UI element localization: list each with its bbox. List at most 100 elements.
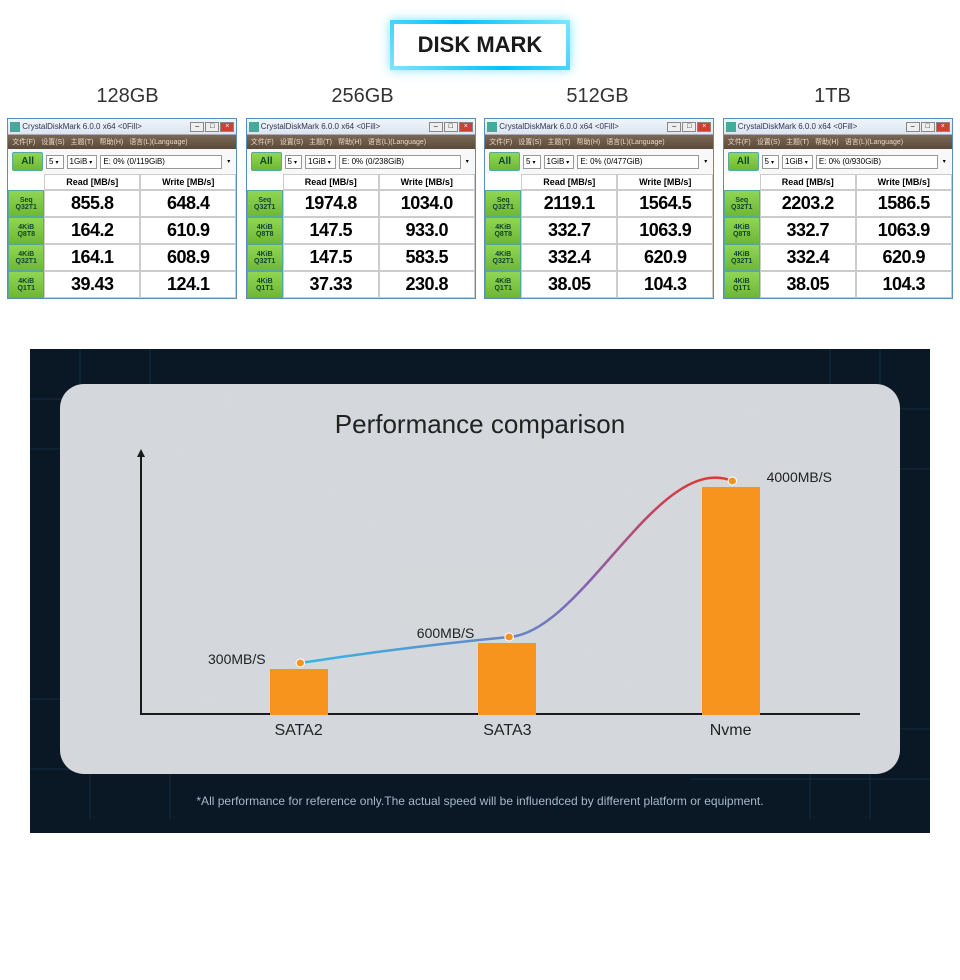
write-value: 608.9 — [140, 244, 236, 271]
benchmark-row: 4KiBQ1T1 38.05 104.3 — [724, 271, 952, 298]
app-icon — [249, 122, 259, 132]
benchmark-row: 4KiBQ32T1 147.5 583.5 — [247, 244, 475, 271]
test-type-button[interactable]: 4KiBQ32T1 — [724, 244, 760, 271]
menu-item[interactable]: 文件(F) — [489, 137, 512, 147]
size-select[interactable]: 1GiB▾ — [544, 155, 575, 169]
menu-item[interactable]: 语言(L)(Language) — [606, 137, 664, 147]
read-value: 1974.8 — [283, 190, 379, 217]
close-button[interactable]: × — [459, 122, 473, 132]
minimize-button[interactable]: – — [429, 122, 443, 132]
maximize-button[interactable]: □ — [444, 122, 458, 132]
test-type-button[interactable]: 4KiBQ1T1 — [247, 271, 283, 298]
menu-item[interactable]: 主题(T) — [309, 137, 332, 147]
menu-item[interactable]: 文件(F) — [12, 137, 35, 147]
dropdown-arrow-icon[interactable]: ▾ — [225, 158, 232, 165]
test-type-button[interactable]: 4KiBQ8T8 — [8, 217, 44, 244]
menu-item[interactable]: 语言(L)(Language) — [845, 137, 903, 147]
app-icon — [487, 122, 497, 132]
column-headers: Read [MB/s] Write [MB/s] — [8, 174, 236, 190]
read-header: Read [MB/s] — [44, 174, 140, 190]
bar-category-label: SATA2 — [274, 722, 322, 740]
dropdown-arrow-icon[interactable]: ▾ — [702, 158, 709, 165]
capacity-label: 128GB — [13, 85, 243, 108]
test-type-button[interactable]: 4KiBQ32T1 — [485, 244, 521, 271]
size-select[interactable]: 1GiB▾ — [305, 155, 336, 169]
runs-select[interactable]: 5▾ — [285, 155, 302, 169]
capacity-row: 128GB 256GB 512GB 1TB — [0, 85, 960, 118]
test-type-button[interactable]: 4KiBQ1T1 — [485, 271, 521, 298]
drive-select[interactable]: E: 0% (0/119GiB) — [100, 155, 222, 169]
read-header: Read [MB/s] — [760, 174, 856, 190]
menu-item[interactable]: 主题(T) — [548, 137, 571, 147]
close-button[interactable]: × — [220, 122, 234, 132]
controls-row: All 5▾ 1GiB▾ E: 0% (0/119GiB) ▾ — [8, 149, 236, 174]
close-button[interactable]: × — [936, 122, 950, 132]
test-type-button[interactable]: SeqQ32T1 — [485, 190, 521, 217]
read-value: 332.4 — [521, 244, 617, 271]
menu-item[interactable]: 帮助(H) — [100, 137, 124, 147]
menu-item[interactable]: 设置(S) — [518, 137, 541, 147]
drive-select[interactable]: E: 0% (0/930GiB) — [816, 155, 938, 169]
menu-item[interactable]: 设置(S) — [757, 137, 780, 147]
test-type-button[interactable]: 4KiBQ1T1 — [8, 271, 44, 298]
write-value: 933.0 — [379, 217, 475, 244]
read-value: 2203.2 — [760, 190, 856, 217]
crystaldiskmark-window: CrystalDiskMark 6.0.0 x64 <0Fill> – □ × … — [246, 118, 476, 299]
test-type-button[interactable]: 4KiBQ32T1 — [247, 244, 283, 271]
test-type-button[interactable]: 4KiBQ8T8 — [247, 217, 283, 244]
dropdown-arrow-icon[interactable]: ▾ — [464, 158, 471, 165]
window-title: CrystalDiskMark 6.0.0 x64 <0Fill> — [738, 122, 906, 131]
menu-item[interactable]: 帮助(H) — [338, 137, 362, 147]
minimize-button[interactable]: – — [906, 122, 920, 132]
all-button[interactable]: All — [728, 152, 759, 171]
read-value: 332.4 — [760, 244, 856, 271]
crystaldiskmark-window: CrystalDiskMark 6.0.0 x64 <0Fill> – □ × … — [7, 118, 237, 299]
test-type-button[interactable]: 4KiBQ8T8 — [724, 217, 760, 244]
all-button[interactable]: All — [489, 152, 520, 171]
menu-item[interactable]: 主题(T) — [71, 137, 94, 147]
menu-item[interactable]: 文件(F) — [251, 137, 274, 147]
bar-value-label: 300MB/S — [208, 651, 266, 667]
menu-item[interactable]: 语言(L)(Language) — [129, 137, 187, 147]
runs-select[interactable]: 5▾ — [762, 155, 779, 169]
chart-area: SATA2300MB/SSATA3600MB/SNvme4000MB/S — [140, 455, 860, 745]
maximize-button[interactable]: □ — [682, 122, 696, 132]
maximize-button[interactable]: □ — [921, 122, 935, 132]
controls-row: All 5▾ 1GiB▾ E: 0% (0/930GiB) ▾ — [724, 149, 952, 174]
menu-item[interactable]: 语言(L)(Language) — [368, 137, 426, 147]
minimize-button[interactable]: – — [667, 122, 681, 132]
all-button[interactable]: All — [251, 152, 282, 171]
test-type-button[interactable]: 4KiBQ1T1 — [724, 271, 760, 298]
benchmark-row: 4KiBQ8T8 332.7 1063.9 — [724, 217, 952, 244]
maximize-button[interactable]: □ — [205, 122, 219, 132]
chart-bar: Nvme4000MB/S — [702, 487, 760, 715]
runs-select[interactable]: 5▾ — [523, 155, 540, 169]
menu-item[interactable]: 设置(S) — [280, 137, 303, 147]
window-title: CrystalDiskMark 6.0.0 x64 <0Fill> — [499, 122, 667, 131]
menu-item[interactable]: 主题(T) — [786, 137, 809, 147]
column-headers: Read [MB/s] Write [MB/s] — [247, 174, 475, 190]
drive-select[interactable]: E: 0% (0/477GiB) — [577, 155, 699, 169]
test-type-button[interactable]: SeqQ32T1 — [8, 190, 44, 217]
menu-item[interactable]: 文件(F) — [728, 137, 751, 147]
test-type-button[interactable]: SeqQ32T1 — [724, 190, 760, 217]
test-type-button[interactable]: 4KiBQ32T1 — [8, 244, 44, 271]
test-type-button[interactable]: SeqQ32T1 — [247, 190, 283, 217]
close-button[interactable]: × — [697, 122, 711, 132]
dropdown-arrow-icon[interactable]: ▾ — [941, 158, 948, 165]
write-value: 230.8 — [379, 271, 475, 298]
menu-item[interactable]: 帮助(H) — [815, 137, 839, 147]
read-value: 332.7 — [760, 217, 856, 244]
capacity-label: 512GB — [483, 85, 713, 108]
size-select[interactable]: 1GiB▾ — [67, 155, 98, 169]
write-value: 1564.5 — [617, 190, 713, 217]
minimize-button[interactable]: – — [190, 122, 204, 132]
all-button[interactable]: All — [12, 152, 43, 171]
read-value: 332.7 — [521, 217, 617, 244]
size-select[interactable]: 1GiB▾ — [782, 155, 813, 169]
menu-item[interactable]: 设置(S) — [41, 137, 64, 147]
test-type-button[interactable]: 4KiBQ8T8 — [485, 217, 521, 244]
drive-select[interactable]: E: 0% (0/238GiB) — [339, 155, 461, 169]
menu-item[interactable]: 帮助(H) — [577, 137, 601, 147]
runs-select[interactable]: 5▾ — [46, 155, 63, 169]
